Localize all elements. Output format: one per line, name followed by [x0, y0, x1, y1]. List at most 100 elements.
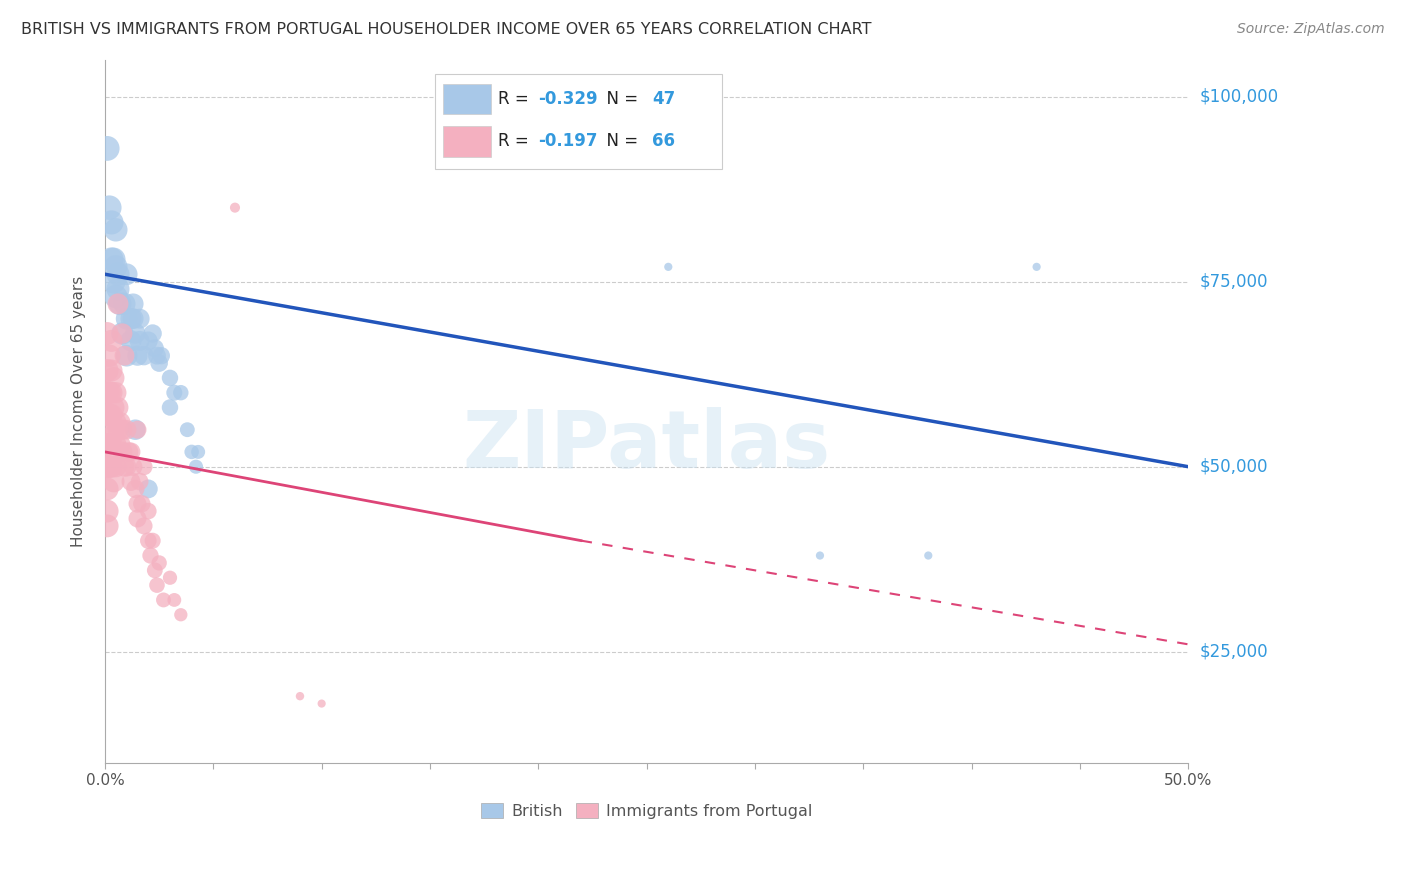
- Point: [103, 371, 125, 385]
- Point: [96, 504, 118, 518]
- FancyBboxPatch shape: [443, 126, 491, 157]
- Point: [120, 445, 142, 459]
- Point: [122, 297, 145, 311]
- Point: [98, 201, 121, 215]
- Text: $25,000: $25,000: [1199, 643, 1268, 661]
- Point: [120, 311, 142, 326]
- Point: [657, 260, 679, 274]
- Point: [142, 533, 165, 548]
- Point: [114, 349, 136, 363]
- Point: [132, 349, 155, 363]
- Point: [146, 578, 169, 592]
- Point: [98, 385, 121, 400]
- Point: [100, 363, 122, 377]
- Point: [111, 423, 134, 437]
- Point: [808, 549, 831, 563]
- Point: [108, 415, 131, 429]
- Point: [224, 201, 246, 215]
- Text: 47: 47: [652, 90, 675, 108]
- Point: [187, 445, 209, 459]
- Point: [96, 437, 118, 451]
- Point: [142, 326, 165, 341]
- Point: [114, 459, 136, 474]
- Point: [107, 267, 129, 281]
- Point: [122, 459, 145, 474]
- Point: [631, 141, 654, 155]
- Point: [159, 571, 181, 585]
- Point: [115, 311, 138, 326]
- Point: [128, 311, 150, 326]
- Point: [100, 430, 122, 444]
- Point: [136, 482, 159, 496]
- Point: [159, 401, 181, 415]
- Point: [114, 297, 136, 311]
- Point: [96, 326, 118, 341]
- Point: [96, 459, 118, 474]
- Point: [150, 349, 173, 363]
- Point: [180, 445, 202, 459]
- Point: [103, 423, 125, 437]
- Point: [104, 223, 127, 237]
- Text: $100,000: $100,000: [1199, 87, 1278, 105]
- Point: [132, 459, 155, 474]
- Point: [136, 504, 159, 518]
- Point: [148, 356, 170, 370]
- Point: [143, 341, 166, 355]
- Point: [100, 215, 122, 229]
- Point: [163, 593, 186, 607]
- Point: [98, 408, 121, 422]
- Point: [100, 252, 122, 267]
- Point: [127, 349, 149, 363]
- Point: [115, 267, 138, 281]
- Point: [917, 549, 939, 563]
- Text: R =: R =: [498, 132, 534, 150]
- Point: [103, 475, 125, 489]
- Point: [163, 385, 186, 400]
- Point: [127, 511, 149, 525]
- Point: [111, 326, 134, 341]
- Point: [127, 497, 149, 511]
- Point: [96, 141, 118, 155]
- Point: [104, 385, 127, 400]
- Point: [288, 689, 311, 703]
- Text: ZIPatlas: ZIPatlas: [463, 408, 831, 485]
- Point: [104, 437, 127, 451]
- Point: [120, 334, 142, 348]
- Point: [115, 423, 138, 437]
- Point: [100, 408, 122, 422]
- Point: [176, 423, 198, 437]
- Point: [115, 459, 138, 474]
- Point: [103, 275, 125, 289]
- Point: [96, 363, 118, 377]
- Point: [107, 282, 129, 296]
- Point: [108, 437, 131, 451]
- Point: [148, 556, 170, 570]
- Point: [122, 311, 145, 326]
- Point: [128, 334, 150, 348]
- Point: [124, 423, 146, 437]
- Point: [96, 408, 118, 422]
- Point: [104, 289, 127, 303]
- Point: [120, 475, 142, 489]
- Point: [111, 326, 134, 341]
- Text: $75,000: $75,000: [1199, 273, 1268, 291]
- Point: [100, 385, 122, 400]
- Point: [107, 297, 129, 311]
- Point: [98, 349, 121, 363]
- Point: [96, 482, 118, 496]
- Point: [98, 437, 121, 451]
- Point: [124, 326, 146, 341]
- Point: [128, 475, 150, 489]
- Text: BRITISH VS IMMIGRANTS FROM PORTUGAL HOUSEHOLDER INCOME OVER 65 YEARS CORRELATION: BRITISH VS IMMIGRANTS FROM PORTUGAL HOUS…: [21, 22, 872, 37]
- Point: [103, 252, 125, 267]
- Point: [124, 482, 146, 496]
- Point: [104, 415, 127, 429]
- FancyBboxPatch shape: [443, 84, 491, 114]
- Point: [98, 459, 121, 474]
- Point: [100, 334, 122, 348]
- Point: [139, 549, 162, 563]
- Point: [103, 445, 125, 459]
- Point: [143, 563, 166, 577]
- Point: [311, 697, 333, 711]
- Text: R =: R =: [498, 90, 534, 108]
